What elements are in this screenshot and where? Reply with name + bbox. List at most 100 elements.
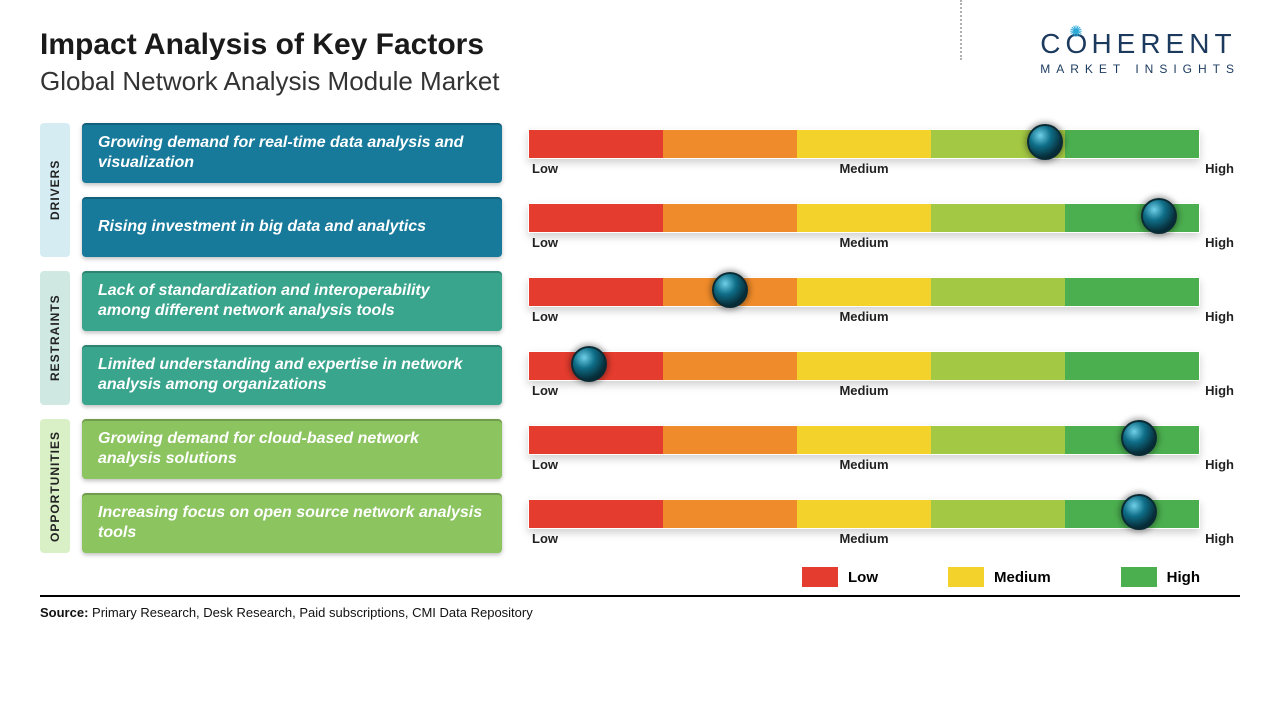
axis-high: High <box>1205 531 1234 546</box>
gauge-axis: LowMediumHigh <box>528 309 1200 329</box>
gauge-axis: LowMediumHigh <box>528 531 1200 551</box>
legend-swatch <box>802 567 838 587</box>
gauge-segment <box>663 352 797 380</box>
axis-high: High <box>1205 235 1234 250</box>
factor-row: Increasing focus on open source network … <box>82 493 1240 553</box>
gauge-segment <box>931 426 1065 454</box>
source-line: Source: Primary Research, Desk Research,… <box>40 605 1240 620</box>
section-tab-restraints: RESTRAINTS <box>40 271 70 405</box>
page-subtitle: Global Network Analysis Module Market <box>40 66 500 97</box>
gauge-marker <box>1121 494 1157 530</box>
axis-low: Low <box>532 161 558 176</box>
logo-sun-icon: ✺ <box>1065 22 1091 60</box>
gauge-segment <box>1065 130 1199 158</box>
gauge-segment <box>797 204 931 232</box>
legend-item: Low <box>802 567 878 587</box>
gauge-segment <box>529 204 663 232</box>
axis-med: Medium <box>839 383 888 398</box>
factor-row: Lack of standardization and interoperabi… <box>82 271 1240 331</box>
footer-divider <box>40 595 1240 597</box>
logo-tagline: MARKET INSIGHTS <box>1040 62 1240 76</box>
source-text: Primary Research, Desk Research, Paid su… <box>88 605 532 620</box>
gauge-segment <box>931 204 1065 232</box>
gauge-segment <box>663 130 797 158</box>
impact-gauge: Low Medium High <box>528 345 1240 405</box>
brand-logo: CO✺HERENT MARKET INSIGHTS <box>1040 28 1240 76</box>
legend-swatch <box>1121 567 1157 587</box>
factor-row: Rising investment in big data and analyt… <box>82 197 1240 257</box>
gauge-marker <box>712 272 748 308</box>
factor-row: Growing demand for cloud-based network a… <box>82 419 1240 479</box>
gauge-segment <box>663 500 797 528</box>
axis-med: Medium <box>839 309 888 324</box>
gauge-segment <box>931 500 1065 528</box>
gauge-axis: LowMediumHigh <box>528 383 1200 403</box>
legend-item: Medium <box>948 567 1051 587</box>
gauge-bar <box>528 277 1200 307</box>
gauge-segment <box>663 204 797 232</box>
gauge-marker <box>1121 420 1157 456</box>
factor-label: Rising investment in big data and analyt… <box>82 197 502 257</box>
gauge-segment <box>1065 204 1199 232</box>
gauge-marker <box>1141 198 1177 234</box>
section-opportunities: OPPORTUNITIESGrowing demand for cloud-ba… <box>40 419 1240 553</box>
gauge-axis: LowMediumHigh <box>528 235 1200 255</box>
axis-low: Low <box>532 457 558 472</box>
axis-med: Medium <box>839 235 888 250</box>
factor-label: Lack of standardization and interoperabi… <box>82 271 502 331</box>
legend: Low Medium High <box>40 567 1200 587</box>
impact-gauge: LowMediumHigh <box>528 271 1240 331</box>
legend-item: High <box>1121 567 1200 587</box>
section-drivers: DRIVERSGrowing demand for real-time data… <box>40 123 1240 257</box>
factor-label: Limited understanding and expertise in n… <box>82 345 502 405</box>
gauge-axis: LowMediumHigh <box>528 457 1200 477</box>
section-restraints: RESTRAINTS Lack of standardization and in… <box>40 271 1240 405</box>
factor-row: Limited understanding and expertise in n… <box>82 345 1240 405</box>
factor-row: Growing demand for real-time data analys… <box>82 123 1240 183</box>
legend-swatch <box>948 567 984 587</box>
gauge-bar <box>528 129 1200 159</box>
gauge-bar <box>528 203 1200 233</box>
axis-med: Medium <box>839 531 888 546</box>
axis-low: Low <box>532 383 558 398</box>
logo-rest: HERENT <box>1091 28 1236 59</box>
axis-high: High <box>1205 161 1234 176</box>
gauge-bar <box>528 499 1200 529</box>
logo-letter-c: C <box>1040 28 1065 59</box>
impact-gauge: Low Medium High <box>528 123 1240 183</box>
impact-gauge: Low Medium High <box>528 197 1240 257</box>
page-title: Impact Analysis of Key Factors <box>40 28 500 62</box>
legend-label: Low <box>848 569 878 586</box>
legend-label: High <box>1167 569 1200 586</box>
axis-low: Low <box>532 235 558 250</box>
gauge-marker <box>1027 124 1063 160</box>
gauge-segment <box>529 426 663 454</box>
axis-high: High <box>1205 383 1234 398</box>
axis-low: Low <box>532 531 558 546</box>
gauge-segment <box>529 278 663 306</box>
gauge-segment <box>797 426 931 454</box>
source-prefix: Source: <box>40 605 88 620</box>
gauge-segment <box>797 130 931 158</box>
gauge-segment <box>797 352 931 380</box>
axis-med: Medium <box>839 161 888 176</box>
gauge-axis: LowMediumHigh <box>528 161 1200 181</box>
factor-label: Growing demand for cloud-based network a… <box>82 419 502 479</box>
gauge-segment <box>797 500 931 528</box>
gauge-segment <box>797 278 931 306</box>
gauge-segment <box>931 352 1065 380</box>
axis-med: Medium <box>839 457 888 472</box>
axis-low: Low <box>532 309 558 324</box>
impact-gauge: Low Medium High <box>528 493 1240 553</box>
impact-gauge: Low Medium High <box>528 419 1240 479</box>
legend-label: Medium <box>994 569 1051 586</box>
axis-high: High <box>1205 457 1234 472</box>
gauge-marker <box>571 346 607 382</box>
gauge-bar <box>528 351 1200 381</box>
gauge-segment <box>529 500 663 528</box>
factor-label: Growing demand for real-time data analys… <box>82 123 502 183</box>
gauge-segment <box>1065 278 1199 306</box>
gauge-bar <box>528 425 1200 455</box>
gauge-segment <box>663 426 797 454</box>
vertical-divider <box>960 0 962 60</box>
